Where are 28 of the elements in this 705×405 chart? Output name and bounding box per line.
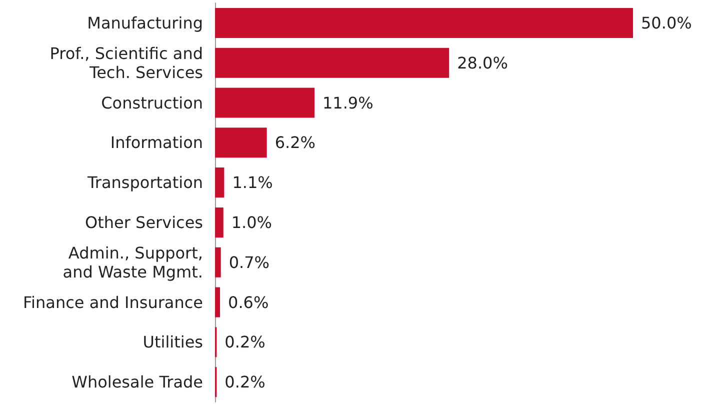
y-tick-label: Manufacturing: [87, 13, 203, 32]
y-tick-label: Construction: [101, 93, 203, 112]
data-label: 50.0%: [641, 13, 692, 32]
data-label: 6.2%: [274, 133, 316, 152]
data-label: 1.1%: [232, 173, 273, 192]
y-tick-label: Prof., Scientific and Tech. Services: [50, 44, 203, 82]
bar: [215, 168, 224, 198]
bar: [215, 247, 221, 278]
bar: [215, 287, 220, 318]
y-tick-label: Information: [110, 133, 203, 152]
bar: [215, 48, 450, 78]
bar: [215, 88, 314, 118]
y-tick-label: Utilities: [142, 332, 203, 352]
data-label: 0.6%: [228, 292, 269, 312]
data-label: 0.7%: [228, 252, 270, 272]
bar: [215, 207, 224, 238]
y-tick-label: Other Services: [85, 212, 203, 232]
data-label: 28.0%: [457, 53, 508, 72]
bar: [215, 128, 267, 158]
data-label: 0.2%: [224, 372, 266, 392]
y-tick-label: Wholesale Trade: [72, 372, 203, 392]
data-label: 0.2%: [224, 332, 266, 352]
data-label: 11.9%: [322, 93, 374, 112]
y-tick-label: Transportation: [86, 173, 203, 192]
bar: [215, 8, 633, 38]
y-tick-label: Finance and Insurance: [23, 292, 203, 312]
y-tick-label: Admin., Support, and Waste Mgmt.: [62, 243, 203, 282]
data-label: 1.0%: [231, 212, 272, 232]
